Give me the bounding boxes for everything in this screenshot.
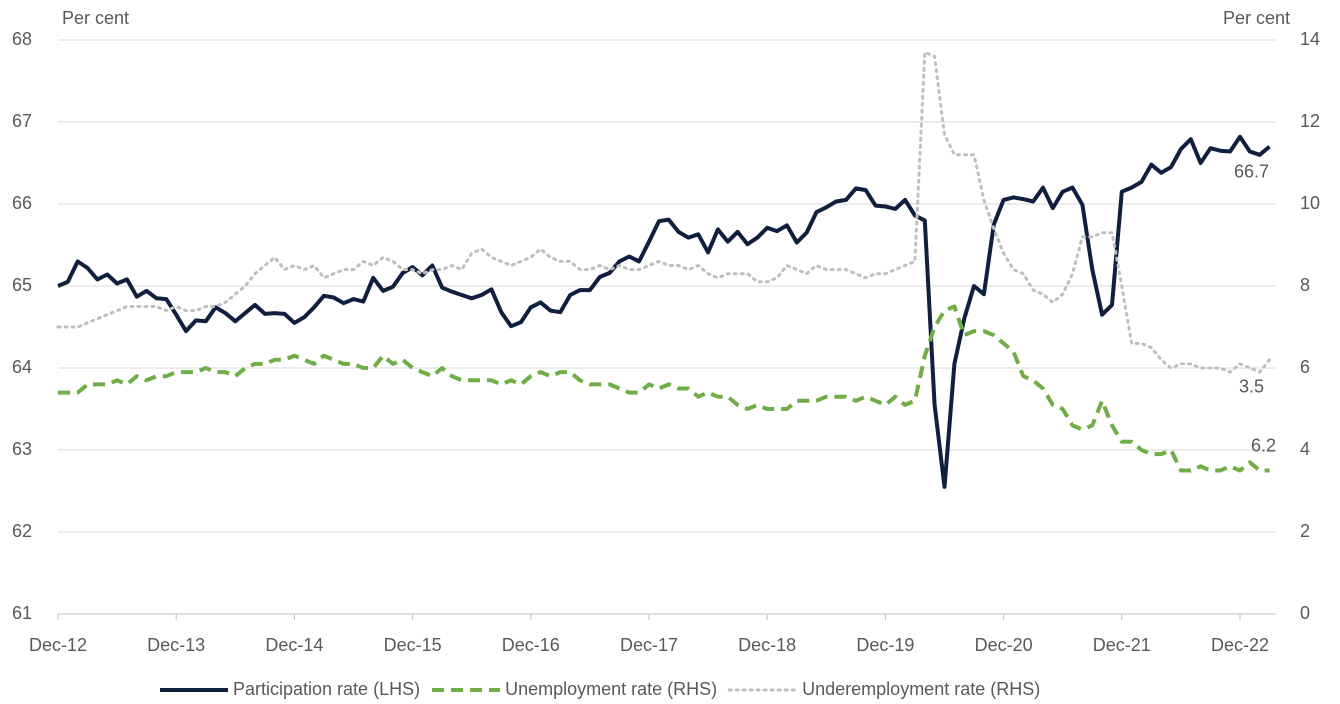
y2-tick-label: 4	[1300, 439, 1310, 459]
y-axis-label: Per cent	[62, 8, 129, 28]
x-tick-label: Dec-16	[502, 635, 560, 655]
y-tick-label: 65	[12, 275, 32, 295]
x-tick-label: Dec-18	[738, 635, 796, 655]
end-label: 6.2	[1251, 435, 1276, 455]
y-tick-label: 62	[12, 521, 32, 541]
x-tick-label: Dec-20	[975, 635, 1033, 655]
end-label: 66.7	[1234, 161, 1269, 181]
y2-tick-label: 14	[1300, 29, 1320, 49]
y-tick-label: 67	[12, 111, 32, 131]
y-tick-label: 64	[12, 357, 32, 377]
x-tick-label: Dec-19	[856, 635, 914, 655]
legend-label: Participation rate (LHS)	[233, 679, 420, 699]
y-tick-label: 63	[12, 439, 32, 459]
x-tick-label: Dec-12	[29, 635, 87, 655]
y2-tick-label: 2	[1300, 521, 1310, 541]
x-tick-label: Dec-22	[1211, 635, 1269, 655]
x-tick-label: Dec-21	[1093, 635, 1151, 655]
legend-label: Unemployment rate (RHS)	[505, 679, 717, 699]
y2-tick-label: 8	[1300, 275, 1310, 295]
end-label: 3.5	[1239, 377, 1264, 397]
y2-tick-label: 12	[1300, 111, 1320, 131]
x-tick-label: Dec-14	[265, 635, 323, 655]
y2-tick-label: 6	[1300, 357, 1310, 377]
x-tick-label: Dec-13	[147, 635, 205, 655]
series-line	[58, 304, 1270, 473]
y-tick-label: 68	[12, 29, 32, 49]
series-line	[56, 50, 1271, 374]
series-line	[57, 134, 1271, 489]
y-tick-label: 61	[12, 603, 32, 623]
x-tick-label: Dec-15	[384, 635, 442, 655]
y2-tick-label: 0	[1300, 603, 1310, 623]
legend-label: Underemployment rate (RHS)	[802, 679, 1040, 699]
x-tick-label: Dec-17	[620, 635, 678, 655]
y2-tick-label: 10	[1300, 193, 1320, 213]
y2-axis-label: Per cent	[1223, 8, 1290, 28]
y-tick-label: 66	[12, 193, 32, 213]
